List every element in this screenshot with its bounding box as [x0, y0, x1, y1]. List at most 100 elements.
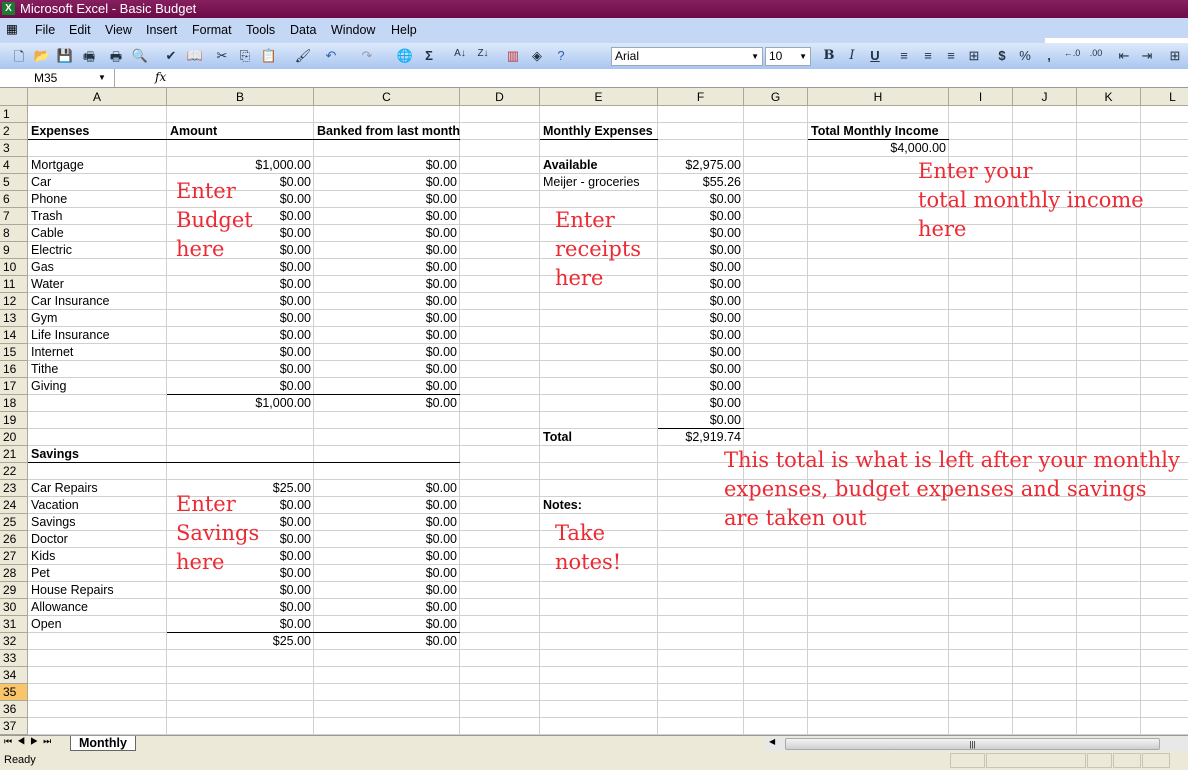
- align-left-icon[interactable]: ≡: [900, 48, 908, 63]
- cell-B7[interactable]: $0.00: [279, 209, 311, 223]
- menu-help[interactable]: Help: [391, 23, 417, 37]
- print-icon[interactable]: 🖶: [109, 49, 123, 64]
- cell-A4[interactable]: Mortgage: [31, 158, 84, 172]
- cell-B27[interactable]: $0.00: [279, 549, 311, 563]
- cell-C28[interactable]: $0.00: [425, 566, 457, 580]
- comma-button[interactable]: ,: [1047, 48, 1051, 63]
- row-header-36[interactable]: 36: [0, 701, 28, 718]
- bold-button[interactable]: B: [823, 48, 835, 63]
- cell-C18[interactable]: $0.00: [425, 396, 457, 410]
- cell-C31[interactable]: $0.00: [425, 617, 457, 631]
- cell-E5[interactable]: Meijer - groceries: [543, 175, 640, 189]
- cell-F19[interactable]: $0.00: [709, 413, 741, 427]
- cell-C29[interactable]: $0.00: [425, 583, 457, 597]
- cell-C7[interactable]: $0.00: [425, 209, 457, 223]
- row-header-35[interactable]: 35: [0, 684, 28, 701]
- permission-icon[interactable]: 🖷: [82, 49, 96, 64]
- cell-A14[interactable]: Life Insurance: [31, 328, 110, 342]
- cell-B6[interactable]: $0.00: [279, 192, 311, 206]
- decrease-decimal-icon[interactable]: .00: [1089, 48, 1103, 58]
- cell-A7[interactable]: Trash: [31, 209, 63, 223]
- cell-C32[interactable]: $0.00: [425, 634, 457, 648]
- cell-F18[interactable]: $0.00: [709, 396, 741, 410]
- new-icon[interactable]: 🗋: [13, 49, 25, 64]
- row-header-30[interactable]: 30: [0, 599, 28, 616]
- cell-B31[interactable]: $0.00: [279, 617, 311, 631]
- redo-icon[interactable]: ↷: [361, 48, 373, 63]
- column-header-K[interactable]: K: [1077, 88, 1141, 106]
- cell-F10[interactable]: $0.00: [709, 260, 741, 274]
- cell-H2[interactable]: Total Monthly Income: [811, 124, 939, 138]
- cell-C12[interactable]: $0.00: [425, 294, 457, 308]
- cell-A26[interactable]: Doctor: [31, 532, 68, 546]
- cell-B5[interactable]: $0.00: [279, 175, 311, 189]
- column-header-L[interactable]: L: [1141, 88, 1188, 106]
- currency-button[interactable]: $: [998, 48, 1006, 63]
- hyperlink-icon[interactable]: 🌐: [396, 48, 414, 63]
- cell-C16[interactable]: $0.00: [425, 362, 457, 376]
- cell-C27[interactable]: $0.00: [425, 549, 457, 563]
- name-box[interactable]: M35 ▼: [0, 69, 115, 87]
- cell-E24[interactable]: Notes:: [543, 498, 582, 512]
- cell-C9[interactable]: $0.00: [425, 243, 457, 257]
- cell-B23[interactable]: $25.00: [272, 481, 311, 495]
- cell-C25[interactable]: $0.00: [425, 515, 457, 529]
- font-name-select[interactable]: Arial ▼: [611, 47, 763, 66]
- row-header-32[interactable]: 32: [0, 633, 28, 650]
- cell-C8[interactable]: $0.00: [425, 226, 457, 240]
- horizontal-scrollbar[interactable]: ◀ |||: [765, 737, 1188, 751]
- column-header-I[interactable]: I: [949, 88, 1013, 106]
- save-icon[interactable]: 💾: [56, 48, 74, 63]
- cell-B32[interactable]: $25.00: [272, 634, 311, 648]
- align-right-icon[interactable]: ≡: [947, 48, 955, 63]
- row-header-10[interactable]: 10: [0, 259, 28, 276]
- spelling-icon[interactable]: ✔: [165, 48, 177, 63]
- cell-B2[interactable]: Amount: [170, 124, 218, 138]
- cell-F6[interactable]: $0.00: [709, 192, 741, 206]
- row-header-19[interactable]: 19: [0, 412, 28, 429]
- cell-A2[interactable]: Expenses: [31, 124, 90, 138]
- cell-E4[interactable]: Available: [543, 158, 598, 172]
- row-header-17[interactable]: 17: [0, 378, 28, 395]
- cell-F13[interactable]: $0.00: [709, 311, 741, 325]
- format-painter-icon[interactable]: 🖌: [294, 48, 312, 63]
- cell-B8[interactable]: $0.00: [279, 226, 311, 240]
- increase-decimal-icon[interactable]: ←.0: [1063, 48, 1081, 58]
- menu-view[interactable]: View: [105, 23, 132, 37]
- menu-file[interactable]: File: [35, 23, 56, 37]
- cell-E2[interactable]: Monthly Expenses: [543, 124, 653, 138]
- cell-C23[interactable]: $0.00: [425, 481, 457, 495]
- row-header-2[interactable]: 2: [0, 123, 28, 140]
- cell-A8[interactable]: Cable: [31, 226, 64, 240]
- drawing-icon[interactable]: ◈: [532, 48, 542, 63]
- column-header-H[interactable]: H: [808, 88, 949, 106]
- merge-center-icon[interactable]: ⊞: [968, 48, 980, 63]
- menu-window[interactable]: Window: [331, 23, 376, 37]
- scrollbar-thumb[interactable]: |||: [785, 738, 1160, 750]
- cell-A29[interactable]: House Repairs: [31, 583, 114, 597]
- sort-descending-icon[interactable]: Z↓: [477, 48, 489, 59]
- menu-insert[interactable]: Insert: [146, 23, 178, 37]
- column-header-C[interactable]: C: [314, 88, 460, 106]
- cell-A25[interactable]: Savings: [31, 515, 76, 529]
- cell-A30[interactable]: Allowance: [31, 600, 88, 614]
- row-header-12[interactable]: 12: [0, 293, 28, 310]
- cell-C2[interactable]: Banked from last month: [317, 124, 461, 138]
- row-header-7[interactable]: 7: [0, 208, 28, 225]
- column-header-A[interactable]: A: [28, 88, 167, 106]
- chart-wizard-icon[interactable]: ▥: [506, 48, 520, 63]
- cell-F7[interactable]: $0.00: [709, 209, 741, 223]
- cell-B17[interactable]: $0.00: [279, 379, 311, 393]
- cell-C26[interactable]: $0.00: [425, 532, 457, 546]
- cell-A6[interactable]: Phone: [31, 192, 68, 206]
- row-header-25[interactable]: 25: [0, 514, 28, 531]
- cell-A17[interactable]: Giving: [31, 379, 67, 393]
- column-header-B[interactable]: B: [167, 88, 314, 106]
- cell-B13[interactable]: $0.00: [279, 311, 311, 325]
- cell-C13[interactable]: $0.00: [425, 311, 457, 325]
- row-header-27[interactable]: 27: [0, 548, 28, 565]
- sort-ascending-icon[interactable]: A↓: [454, 48, 466, 59]
- cell-F8[interactable]: $0.00: [709, 226, 741, 240]
- cell-B16[interactable]: $0.00: [279, 362, 311, 376]
- cell-H3[interactable]: $4,000.00: [890, 141, 946, 155]
